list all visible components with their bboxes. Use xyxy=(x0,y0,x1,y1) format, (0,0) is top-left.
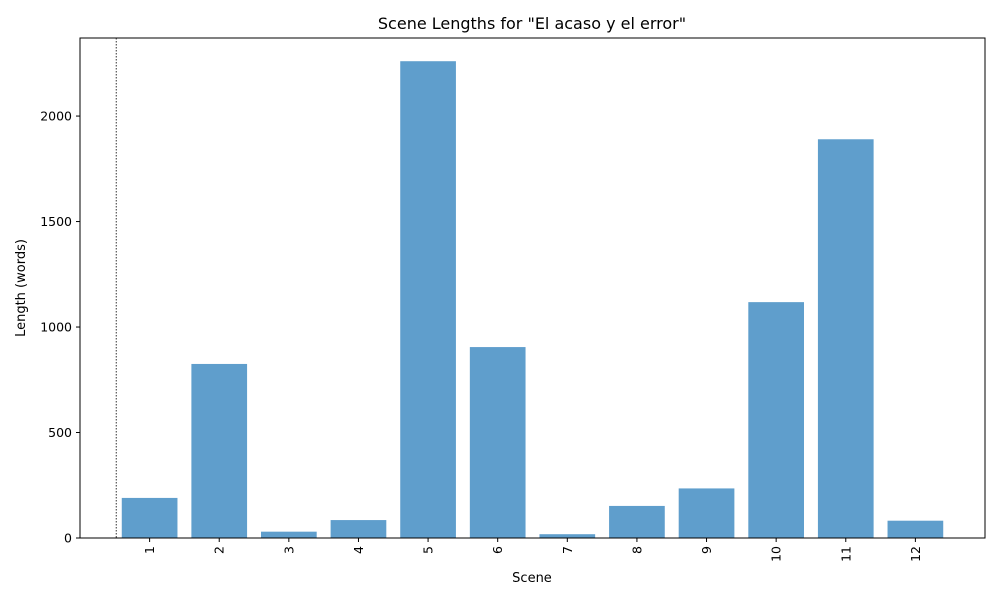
x-axis-label: Scene xyxy=(512,571,552,586)
bar-scene-3 xyxy=(261,531,317,538)
bar-scene-10 xyxy=(748,302,804,538)
y-axis-label: Length (words) xyxy=(14,239,29,337)
y-tick-label: 1000 xyxy=(40,320,72,335)
bar-scene-11 xyxy=(817,139,874,539)
bar-scene-6 xyxy=(469,347,526,538)
bar-scene-9 xyxy=(678,488,735,538)
x-tick-label: 10 xyxy=(769,546,784,562)
chart-title: Scene Lengths for "El acaso y el error" xyxy=(378,14,686,33)
x-tick-label: 9 xyxy=(699,546,714,554)
axes-frame xyxy=(79,37,986,539)
x-tick-label: 6 xyxy=(490,546,505,554)
y-tick-label: 0 xyxy=(64,531,72,546)
x-tick-label: 12 xyxy=(908,546,923,562)
x-tick-label: 1 xyxy=(142,546,157,554)
bar-scene-7 xyxy=(539,534,596,538)
y-tick-label: 2000 xyxy=(40,109,72,124)
bar-scene-2 xyxy=(191,363,248,538)
bar-scene-8 xyxy=(609,505,665,538)
bar-scene-12 xyxy=(887,520,944,538)
x-tick-label: 8 xyxy=(629,546,644,554)
bar-scene-1 xyxy=(121,497,178,538)
x-tick-label: 7 xyxy=(560,546,575,554)
x-tick-label: 4 xyxy=(351,546,366,554)
x-tick-label: 5 xyxy=(421,546,436,554)
y-tick-label: 1500 xyxy=(40,214,72,229)
x-tick-label: 2 xyxy=(212,546,227,554)
x-tick-label: 11 xyxy=(838,546,853,562)
y-tick-label: 500 xyxy=(48,425,72,440)
bar-scene-5 xyxy=(400,61,456,538)
x-tick-label: 3 xyxy=(281,546,296,554)
bar-scene-4 xyxy=(330,520,387,538)
